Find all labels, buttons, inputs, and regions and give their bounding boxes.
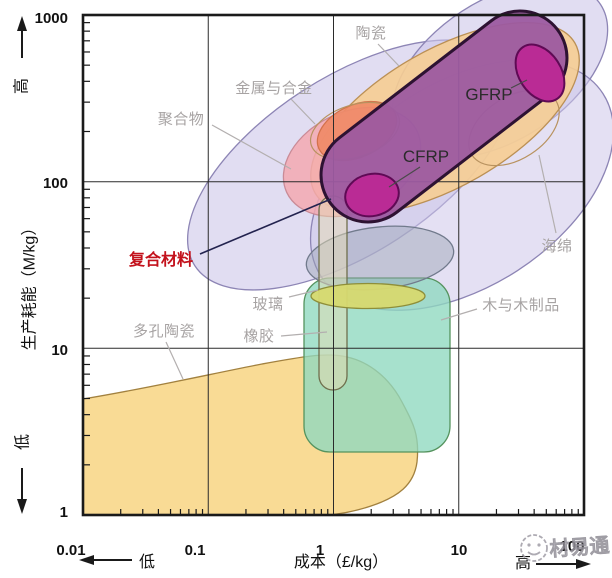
label-ceramics: 陶瓷 <box>355 25 386 42</box>
leader-composites <box>199 198 332 255</box>
x-axis-low-label: 低 <box>139 553 155 571</box>
leader-cfrp <box>388 166 421 188</box>
label-rubber: 橡胶 <box>243 328 274 345</box>
label-composites: 复合材料 <box>128 250 193 269</box>
x-tick-100: 100 <box>559 538 584 555</box>
x-tick-001: 0.01 <box>56 542 85 559</box>
leader-wood <box>440 308 478 321</box>
label-gfrp: GFRP <box>465 85 512 104</box>
watermark-logo-eye-left <box>527 543 531 547</box>
leader-sponge <box>538 154 557 234</box>
leader-ceramics <box>377 43 400 67</box>
region-labels: 陶瓷 金属与合金 聚合物 复合材料 CFRP GFRP 海绵 玻璃 橡胶 木与木… <box>128 25 572 345</box>
label-wood: 木与木制品 <box>482 297 560 314</box>
y-axis-up-arrowhead <box>17 16 27 31</box>
label-sponge: 海绵 <box>541 238 572 255</box>
region-cfrp <box>344 172 400 218</box>
leader-metals <box>290 98 316 125</box>
leader-lines <box>165 43 557 380</box>
y-tick-10: 10 <box>51 342 68 359</box>
leader-glass <box>288 289 319 298</box>
region-glass <box>310 282 426 310</box>
watermark-text: 材易通 <box>549 534 610 561</box>
leader-polymers <box>211 124 292 170</box>
label-glass: 玻璃 <box>252 296 283 313</box>
y-axis-down-arrowhead <box>17 499 27 514</box>
y-axis-high-label: 高 <box>13 78 31 94</box>
leader-gfrp <box>510 79 528 89</box>
y-tick-1: 1 <box>60 504 68 521</box>
region-composites-envelope <box>319 9 569 224</box>
watermark: 材易通 <box>520 534 610 562</box>
plot-frame <box>81 13 586 517</box>
y-axis: 1000 100 10 1 高 生产耗能（M/kg） 低 <box>13 10 69 521</box>
x-axis: 0.01 0.1 1 10 100 低 成本（£/kg） 高 <box>56 538 591 572</box>
minor-log-ticks <box>83 22 579 515</box>
leader-rubber <box>280 331 328 337</box>
y-axis-title: 生产耗能（M/kg） <box>21 220 39 351</box>
region-gfrp <box>514 43 566 103</box>
x-axis-left-arrowhead <box>79 555 94 565</box>
x-axis-high-label: 高 <box>515 554 531 572</box>
label-cfrp: CFRP <box>403 147 449 166</box>
label-polymers: 聚合物 <box>158 111 205 128</box>
y-axis-low-label: 低 <box>14 434 32 450</box>
x-tick-10: 10 <box>451 542 468 559</box>
x-axis-title: 成本（£/kg） <box>294 553 388 571</box>
y-tick-100: 100 <box>43 175 68 192</box>
x-tick-1: 1 <box>316 542 324 559</box>
label-porous: 多孔陶瓷 <box>133 323 195 340</box>
leader-porous <box>165 341 184 380</box>
watermark-logo-mouth <box>527 551 541 556</box>
x-tick-01: 0.1 <box>185 542 206 559</box>
label-metals: 金属与合金 <box>235 80 313 97</box>
y-tick-1000: 1000 <box>35 10 68 27</box>
watermark-logo-eye-right <box>537 543 541 547</box>
watermark-logo-icon <box>520 534 548 562</box>
x-axis-right-arrowhead <box>576 559 591 569</box>
